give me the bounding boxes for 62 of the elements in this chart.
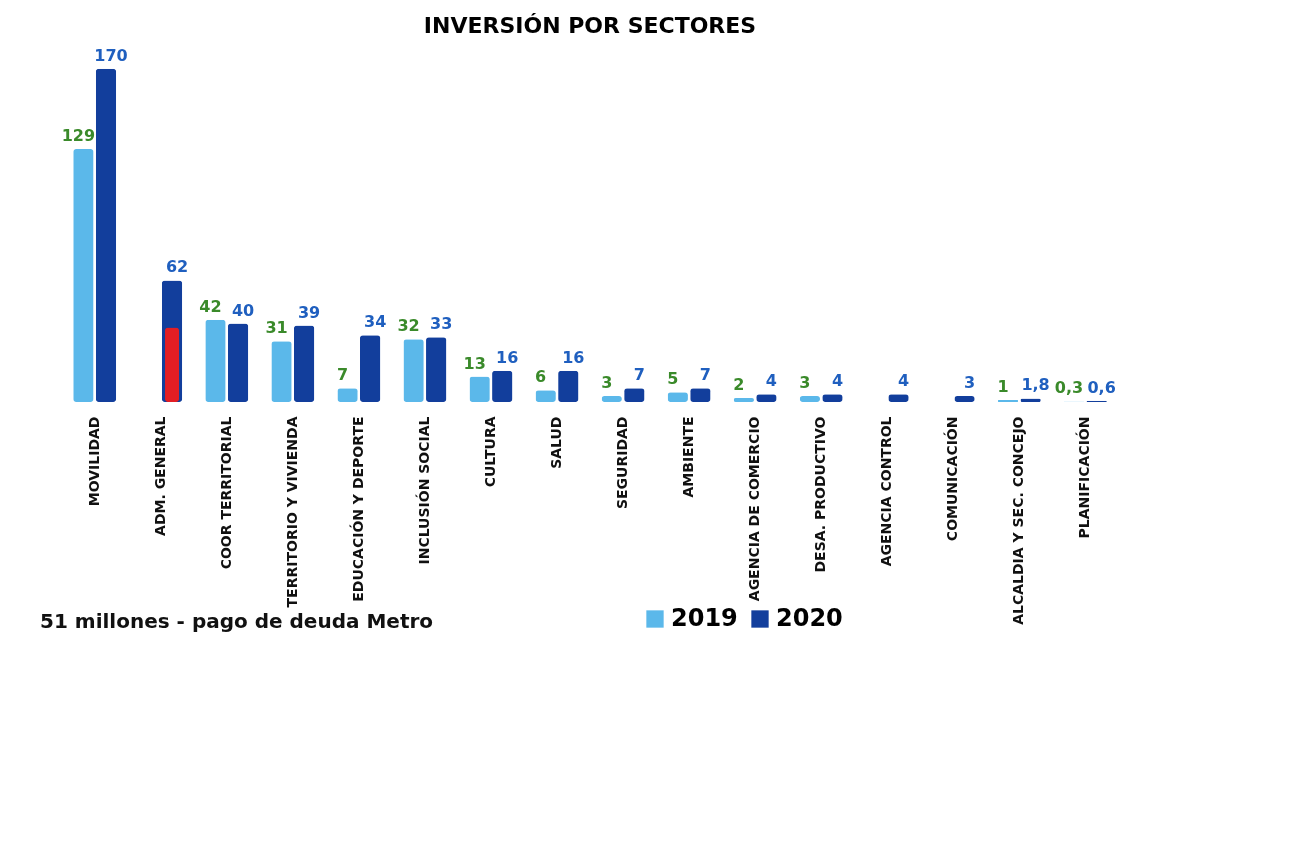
text: 51 millones - pago de deuda Metro [40,609,434,633]
data-label: 42 [199,296,222,316]
data-label: 2 [733,375,745,395]
x-tick-label: AMBIENTE [680,416,697,498]
data-label: 3 [963,373,976,393]
x-tick-label: ADM. GENERAL [151,416,168,536]
bar [403,339,424,402]
x-tick-label: CULTURA [481,416,498,488]
x-tick-label: PLANIFICACIÓN [1075,416,1093,539]
bar [293,325,315,402]
data-label: 3 [601,373,613,393]
data-label: 7 [633,365,645,385]
data-label: 129 [61,126,96,146]
data-label: 13 [463,353,486,373]
x-tick-label: INCLUSIÓN SOCIAL [414,416,432,565]
data-label: 1,8 [1021,375,1050,395]
bar [165,327,180,402]
x-tick-label: DESA. PRODUCTIVO [812,416,829,573]
bar [359,335,381,402]
data-label: 4 [765,371,777,391]
data-label: 170 [94,45,128,65]
bar [492,370,513,402]
x-tick-label: SEGURIDAD [614,416,631,510]
bar [469,376,490,402]
bar [73,149,94,402]
x-tick-label: MOVILIDAD [85,416,102,507]
bar [271,341,292,402]
data-label: 16 [562,347,585,367]
data-label: 7 [699,365,711,385]
bar [558,370,579,402]
data-label: 31 [265,318,288,338]
x-tick-label: COOR TERRITORIAL [217,416,234,570]
data-label: 16 [496,347,519,367]
data-label: 7 [336,365,349,385]
x-tick-label: SALUD [547,416,564,469]
data-label: 32 [397,316,420,336]
data-label: 39 [297,302,321,322]
x-tick-label: COMUNICACIÓN [943,416,961,542]
x-tick-label: EDUCACIÓN Y DEPORTE [348,416,366,602]
bar [426,337,447,402]
data-label: 0,6 [1087,377,1116,397]
data-label: 3 [799,373,811,393]
x-tick-label: AGENCIA CONTROL [878,416,895,567]
data-label: 62 [165,257,189,277]
legend-label: 2020 [776,604,843,632]
data-label: 5 [667,369,679,389]
data-label: 34 [364,312,387,332]
x-tick-label: AGENCIA DE COMERCIO [746,416,763,602]
data-label: 0,3 [1054,378,1084,398]
x-tick-label: TERRITORIO Y VIVIENDA [283,416,300,608]
bar [95,68,117,402]
data-label: 1 [997,377,1009,397]
data-label: 4 [831,371,844,391]
data-label: 33 [430,314,453,334]
legend-label: 2019 [671,604,738,632]
data-label: 40 [231,300,255,320]
bar [205,319,226,402]
data-label: 6 [535,367,547,387]
data-label: 4 [897,371,910,391]
x-tick-label: ALCALDIA Y SEC. CONCEJO [1010,416,1027,625]
chart-title: INVERSIÓN POR SECTORES [423,13,757,38]
bar [227,323,249,402]
